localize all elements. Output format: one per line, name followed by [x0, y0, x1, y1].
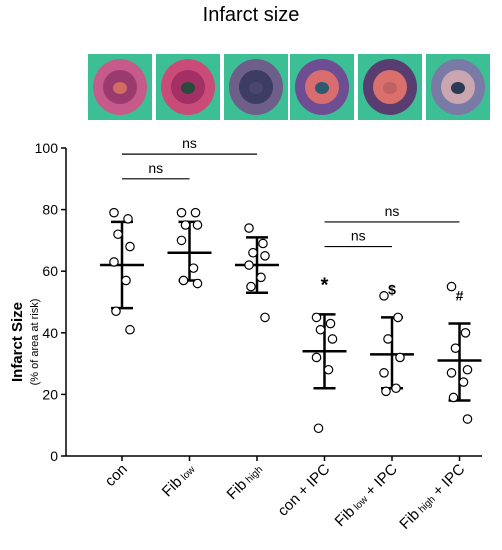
group-1: [167, 207, 212, 289]
group-4: $: [370, 281, 414, 397]
data-point: [123, 214, 133, 224]
x-label-main: con + IPC: [274, 461, 333, 520]
x-label-2: Fibhigh: [224, 461, 266, 503]
data-point: [192, 278, 203, 289]
y-tick-label: 20: [42, 386, 58, 402]
significance-mark: $: [388, 281, 396, 297]
x-label-tail: + IPC: [359, 461, 401, 503]
data-point: [446, 368, 457, 378]
x-label-main: con: [102, 461, 131, 490]
heart-lumen: [315, 82, 329, 94]
comparison-brackets: ns ns ns ns: [122, 135, 460, 248]
heart-section-fib-low: [156, 54, 220, 120]
data-point: [125, 324, 135, 335]
data-point: [180, 220, 191, 230]
heart-section-con-ipc: [290, 54, 354, 120]
data-point: [111, 306, 121, 317]
comparison-label: ns: [182, 135, 197, 151]
data-point: [246, 281, 256, 292]
group-0: [100, 207, 144, 335]
heart-section-fib-low-ipc: [358, 54, 422, 120]
data-point: [325, 318, 336, 329]
y-tick-label: 100: [35, 140, 59, 156]
y-tick-label: 80: [42, 202, 58, 218]
heart-section-images: [88, 54, 502, 122]
data-point: [311, 312, 322, 323]
comparison-label: ns: [351, 228, 366, 244]
y-tick-label: 0: [50, 448, 58, 464]
data-point: [260, 312, 270, 323]
data-point: [109, 257, 119, 267]
y-axis-sublabel: (% of area at risk): [29, 299, 41, 386]
data-point: [188, 263, 199, 273]
data-point: [327, 334, 338, 344]
data-point: [393, 312, 403, 323]
x-label-3: con + IPC: [274, 461, 333, 520]
data-point: [313, 423, 324, 434]
group-5: #: [437, 281, 482, 424]
data-point: [383, 334, 393, 344]
data-point: [244, 223, 254, 233]
data-point: [460, 328, 471, 338]
significance-mark: *: [321, 274, 329, 296]
data-point: [178, 275, 189, 286]
data-point: [311, 352, 322, 363]
data-point: [315, 324, 326, 335]
infarct-size-chart: 0 20 40 60 80 100 ns ns ns ns * $ # con Fiblow Fibhi…: [9, 135, 482, 533]
x-label-1: Fiblow: [159, 460, 199, 500]
data-point: [462, 364, 473, 375]
heart-lumen: [249, 82, 263, 94]
data-point: [176, 235, 187, 246]
group-3: *: [302, 274, 347, 434]
y-tick-label: 60: [42, 263, 58, 279]
data-point: [462, 414, 473, 424]
axes: 0 20 40 60 80 100: [35, 140, 482, 464]
data-point: [379, 291, 389, 301]
x-label-subscript: low: [179, 464, 198, 483]
significance-mark: #: [456, 288, 464, 304]
data-point: [395, 352, 405, 363]
data-point: [244, 260, 254, 270]
figure-title: Infarct size: [202, 4, 300, 26]
y-tick-label: 40: [42, 325, 58, 341]
data-point: [448, 392, 459, 403]
data-point: [248, 247, 258, 258]
y-axis-label: Infarct Size: [9, 302, 26, 382]
data-point: [125, 241, 135, 252]
x-label-0: con: [102, 461, 131, 490]
data-point: [192, 220, 203, 230]
data-point: [176, 207, 187, 218]
x-label-subscript: high: [244, 464, 265, 485]
comparison-label: ns: [385, 203, 400, 219]
data-groups: * $ #: [100, 207, 482, 434]
data-point: [260, 251, 270, 261]
heart-lumen: [451, 82, 465, 94]
heart-section-fib-high-ipc: [426, 54, 490, 120]
data-point: [323, 364, 334, 375]
data-point: [458, 377, 469, 387]
data-point: [391, 383, 401, 394]
data-point: [256, 272, 266, 283]
x-label-5: Fibhigh + IPC: [396, 461, 468, 533]
heart-section-fib-high: [224, 54, 288, 120]
comparison-label: ns: [148, 160, 163, 176]
group-2: [235, 223, 279, 323]
heart-section-con: [88, 54, 152, 120]
data-point: [113, 229, 123, 240]
heart-lumen: [383, 82, 397, 94]
data-point: [121, 275, 131, 286]
data-point: [446, 281, 457, 292]
data-point: [381, 386, 391, 397]
data-point: [258, 238, 268, 249]
x-label-tail: + IPC: [427, 461, 469, 503]
heart-lumen: [113, 82, 127, 94]
data-point: [190, 207, 201, 218]
x-label-4: Fiblow + IPC: [332, 461, 401, 530]
data-point: [379, 368, 389, 378]
heart-lumen: [181, 82, 195, 94]
data-point: [109, 207, 119, 218]
data-point: [450, 343, 461, 353]
